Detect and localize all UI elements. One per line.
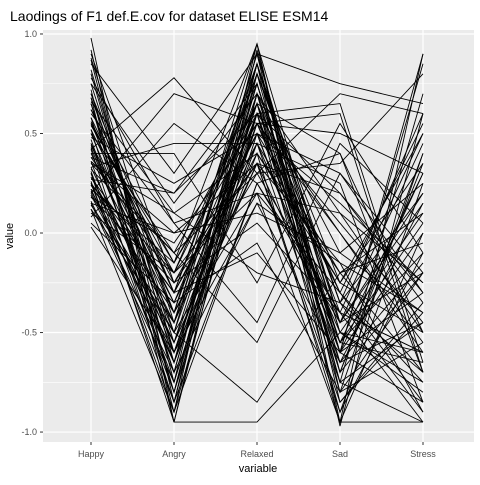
x-tick-label: Sad xyxy=(332,449,348,459)
series-line xyxy=(90,72,424,423)
series-line xyxy=(90,102,424,373)
x-tick-label: Angry xyxy=(162,449,186,459)
series-line xyxy=(90,53,424,353)
x-tick-label: Relaxed xyxy=(240,449,273,459)
series-line xyxy=(90,133,424,344)
series-line xyxy=(90,82,424,354)
x-tick-label: Stress xyxy=(410,449,436,459)
series-line xyxy=(90,92,424,394)
series-line xyxy=(90,53,424,424)
y-axis-label: value xyxy=(4,223,16,249)
x-tick-label: Happy xyxy=(78,449,105,459)
series-line xyxy=(90,143,423,423)
series-line xyxy=(90,121,424,364)
series-line xyxy=(90,57,424,324)
series-line xyxy=(90,62,424,403)
series-lines xyxy=(90,37,424,427)
series-line xyxy=(90,142,424,423)
chart-title: Laodings of F1 def.E.cov for dataset ELI… xyxy=(10,8,329,24)
series-line xyxy=(90,122,424,343)
y-tick-label: 0.5 xyxy=(24,128,37,138)
x-axis: Happy Angry Relaxed Sad Stress xyxy=(78,442,436,459)
y-axis: 1.0 0.5 0.0 -0.5 -1.0 xyxy=(21,29,43,437)
x-axis-label: variable xyxy=(239,463,278,475)
series-line xyxy=(90,52,424,353)
series-line xyxy=(90,42,424,324)
series-line xyxy=(91,122,424,284)
y-tick-label: -0.5 xyxy=(21,328,37,338)
series-line xyxy=(90,139,424,374)
series-line xyxy=(90,73,424,314)
y-tick-label: -1.0 xyxy=(21,427,37,437)
series-line xyxy=(90,113,424,324)
y-tick-label: 1.0 xyxy=(24,29,37,39)
series-line xyxy=(90,133,424,414)
y-tick-label: 0.0 xyxy=(24,228,37,238)
series-line xyxy=(90,129,424,394)
series-line xyxy=(90,161,424,414)
series-line xyxy=(90,101,424,304)
